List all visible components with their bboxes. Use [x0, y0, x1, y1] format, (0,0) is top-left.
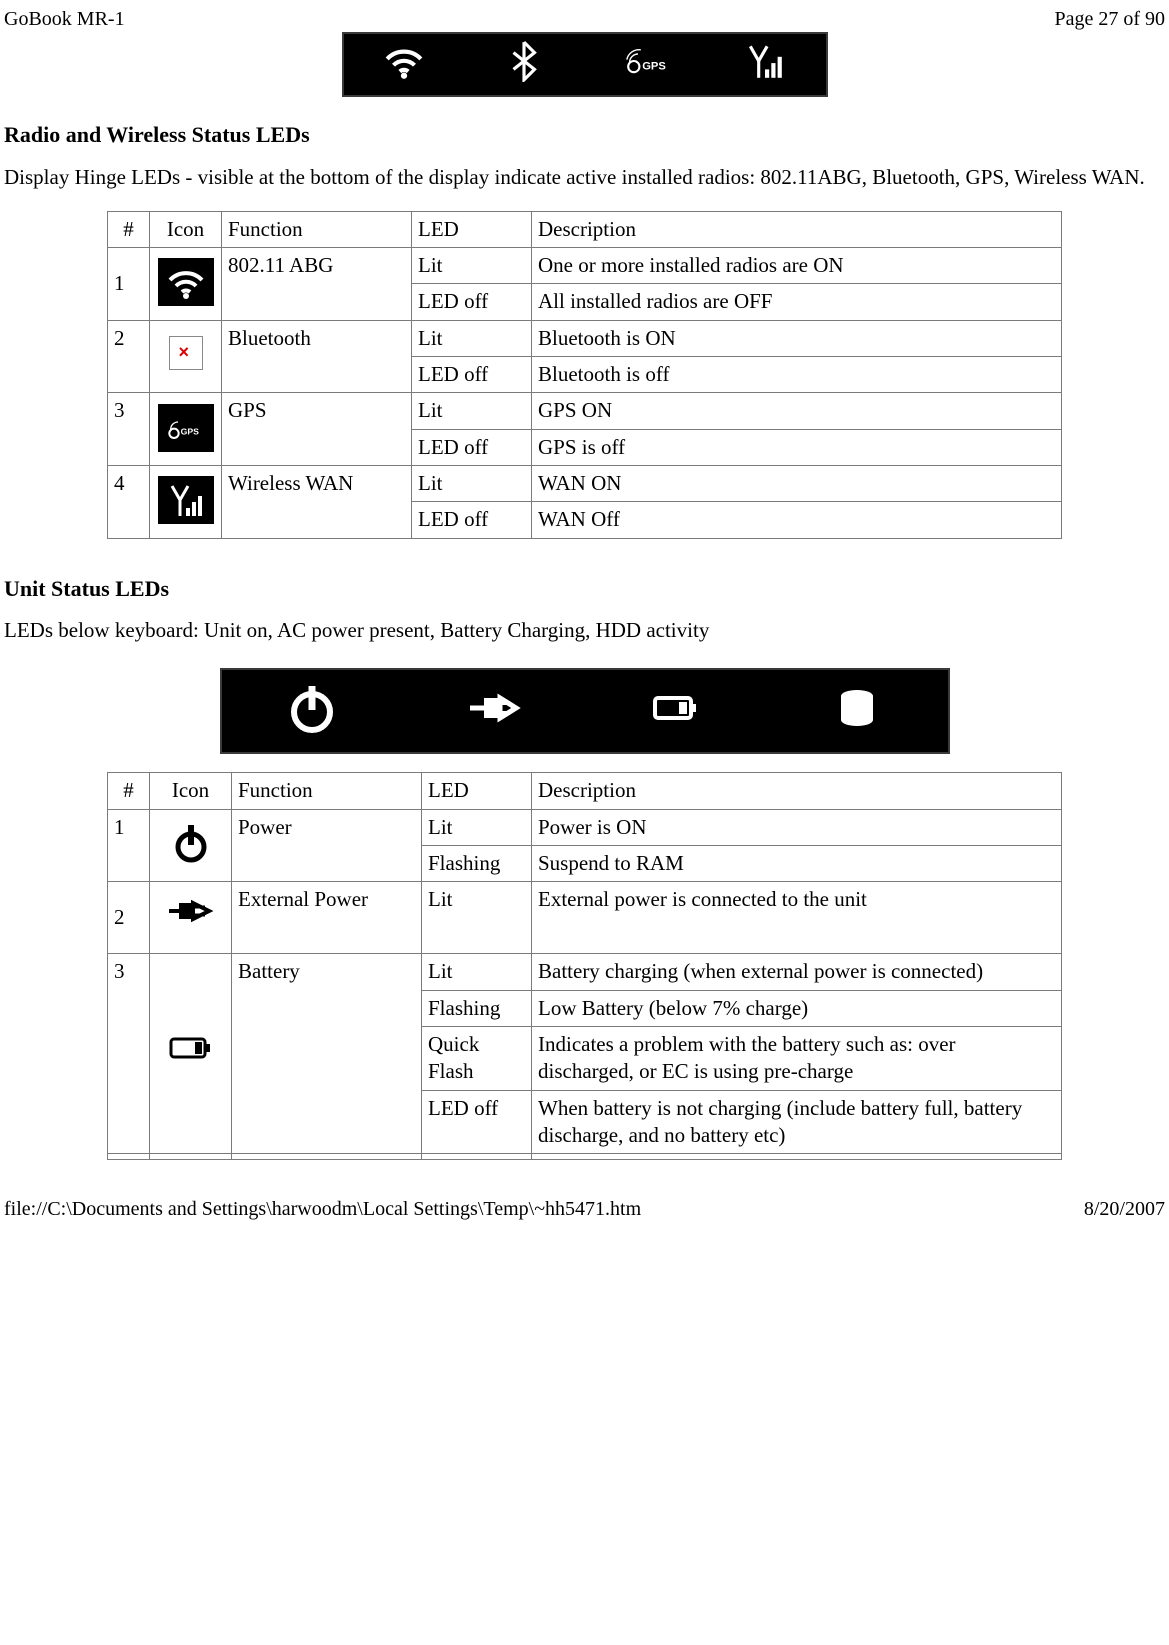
radio-icon-strip: GPS — [342, 32, 828, 97]
row-led: Flashing — [422, 846, 532, 882]
battery-icon — [150, 954, 232, 1154]
gps-icon: GPS — [150, 393, 222, 466]
row-desc: GPS ON — [532, 393, 1062, 429]
hdd-icon — [829, 680, 885, 743]
radio-led-table: # Icon Function LED Description 1 802.11… — [107, 211, 1062, 539]
row-led: LED off — [412, 357, 532, 393]
row-desc: Power is ON — [532, 809, 1062, 845]
page-num: Page 27 of 90 — [1054, 6, 1165, 32]
plug-icon — [466, 680, 522, 743]
table-row: 2 Bluetooth Lit Bluetooth is ON — [108, 320, 1062, 356]
radio-section-para: Display Hinge LEDs - visible at the bott… — [0, 164, 1169, 205]
page-header: GoBook MR-1 Page 27 of 90 — [0, 0, 1169, 32]
th-func: Function — [232, 773, 422, 809]
doc-title: GoBook MR-1 — [4, 6, 125, 32]
power-icon — [150, 809, 232, 882]
table-row: 3 Battery Lit Battery charging (when ext… — [108, 954, 1062, 990]
bluetooth-icon — [503, 40, 545, 89]
row-num: 2 — [108, 320, 150, 393]
row-num: 2 — [108, 882, 150, 954]
th-num: # — [108, 211, 150, 247]
wifi-icon — [150, 248, 222, 321]
unit-section-para: LEDs below keyboard: Unit on, AC power p… — [0, 617, 1169, 658]
row-led: Lit — [422, 809, 532, 845]
th-led: LED — [422, 773, 532, 809]
row-num: 1 — [108, 809, 150, 882]
bluetooth-icon — [150, 320, 222, 393]
row-desc: Indicates a problem with the battery suc… — [532, 1026, 1062, 1090]
wan-antenna-icon — [150, 465, 222, 538]
row-led: LED off — [412, 502, 532, 538]
table-row: 1 Power Lit Power is ON — [108, 809, 1062, 845]
wan-antenna-icon — [744, 40, 786, 89]
file-path: file://C:\Documents and Settings\harwood… — [4, 1196, 641, 1222]
row-led: Lit — [412, 465, 532, 501]
th-num: # — [108, 773, 150, 809]
table-header-row: # Icon Function LED Description — [108, 211, 1062, 247]
th-desc: Description — [532, 211, 1062, 247]
page-footer: file://C:\Documents and Settings\harwood… — [0, 1186, 1169, 1228]
row-desc: External power is connected to the unit — [532, 882, 1062, 954]
table-row — [108, 1154, 1062, 1160]
unit-icon-strip — [220, 668, 950, 754]
row-num: 4 — [108, 465, 150, 538]
table-row: 1 802.11 ABG Lit One or more installed r… — [108, 248, 1062, 284]
row-led: LED off — [422, 1090, 532, 1154]
row-num: 3 — [108, 393, 150, 466]
row-func: Battery — [232, 954, 422, 1154]
row-desc: Battery charging (when external power is… — [532, 954, 1062, 990]
table-header-row: # Icon Function LED Description — [108, 773, 1062, 809]
th-desc: Description — [532, 773, 1062, 809]
svg-text:GPS: GPS — [180, 426, 199, 436]
row-desc: Bluetooth is off — [532, 357, 1062, 393]
table-row: 2 External Power Lit External power is c… — [108, 882, 1062, 954]
th-icon: Icon — [150, 773, 232, 809]
table-row: 3 GPS GPS Lit GPS ON — [108, 393, 1062, 429]
row-desc: GPS is off — [532, 429, 1062, 465]
row-led: Quick Flash — [422, 1026, 532, 1090]
row-func: Bluetooth — [222, 320, 412, 393]
svg-text:GPS: GPS — [642, 60, 666, 72]
row-func: Wireless WAN — [222, 465, 412, 538]
row-led: LED off — [412, 429, 532, 465]
plug-icon — [150, 882, 232, 954]
row-func: 802.11 ABG — [222, 248, 412, 321]
row-desc: One or more installed radios are ON — [532, 248, 1062, 284]
row-desc: Bluetooth is ON — [532, 320, 1062, 356]
row-desc: Suspend to RAM — [532, 846, 1062, 882]
power-icon — [284, 680, 340, 743]
row-desc: When battery is not charging (include ba… — [532, 1090, 1062, 1154]
page-date: 8/20/2007 — [1084, 1196, 1165, 1222]
row-led: Lit — [412, 320, 532, 356]
row-func: Power — [232, 809, 422, 882]
row-led: Lit — [412, 248, 532, 284]
th-icon: Icon — [150, 211, 222, 247]
battery-icon — [647, 680, 703, 743]
row-led: Flashing — [422, 990, 532, 1026]
table-row: 4 Wireless WAN Lit WAN ON — [108, 465, 1062, 501]
row-led: Lit — [422, 954, 532, 990]
row-desc: All installed radios are OFF — [532, 284, 1062, 320]
row-num: 3 — [108, 954, 150, 1154]
radio-section-title: Radio and Wireless Status LEDs — [0, 111, 1169, 164]
gps-icon: GPS — [624, 40, 666, 89]
unit-section-title: Unit Status LEDs — [0, 565, 1169, 618]
row-num: 1 — [108, 248, 150, 321]
row-func: External Power — [232, 882, 422, 954]
row-led: Lit — [422, 882, 532, 954]
unit-led-table: # Icon Function LED Description 1 Power … — [107, 772, 1062, 1160]
row-led: Lit — [412, 393, 532, 429]
th-led: LED — [412, 211, 532, 247]
wifi-icon — [383, 40, 425, 89]
th-func: Function — [222, 211, 412, 247]
row-func: GPS — [222, 393, 412, 466]
row-desc: WAN Off — [532, 502, 1062, 538]
row-led: LED off — [412, 284, 532, 320]
row-desc: Low Battery (below 7% charge) — [532, 990, 1062, 1026]
row-desc: WAN ON — [532, 465, 1062, 501]
